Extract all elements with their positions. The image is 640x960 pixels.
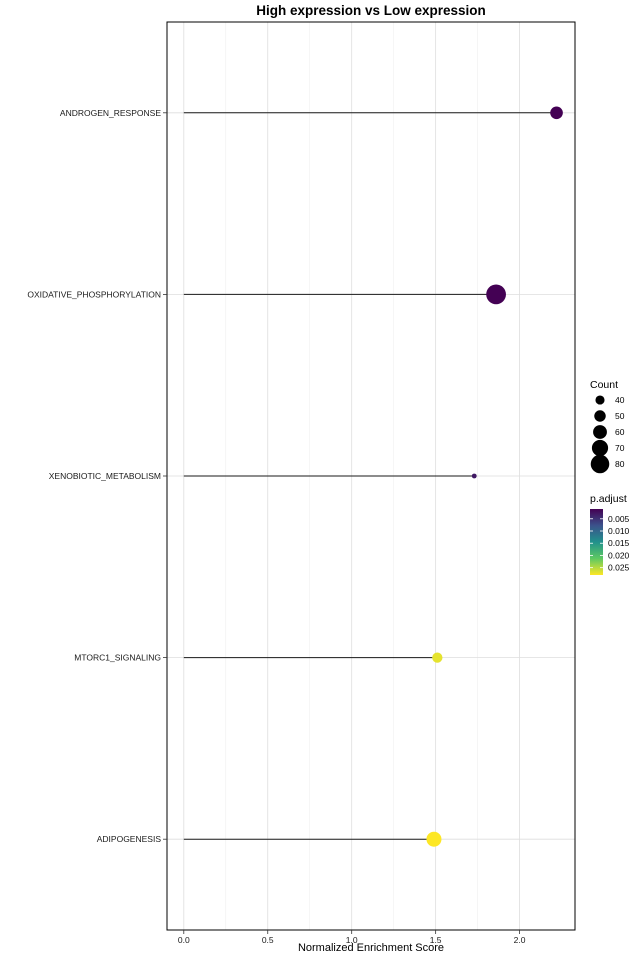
data-point [486,284,506,305]
count-legend-label: 70 [615,443,625,453]
padjust-legend-label: 0.015 [608,538,630,548]
padjust-legend-label: 0.025 [608,563,630,573]
y-tick-label: MTORC1_SIGNALING [74,653,161,663]
x-tick-label: 1.0 [346,935,358,945]
y-tick-label: XENOBIOTIC_METABOLISM [49,471,161,481]
count-legend-key [591,439,609,457]
padjust-legend-label: 0.010 [608,526,630,536]
count-legend-key [595,395,605,405]
y-axis: ANDROGEN_RESPONSE OXIDATIVE_PHOSPHORYLATI… [27,108,167,844]
chart-title: High expression vs Low expression [256,3,486,18]
padjust-legend: p.adjust 0.005 0.010 0.015 0.020 0.025 [590,493,630,575]
y-tick-label: ANDROGEN_RESPONSE [60,108,161,118]
count-legend-key [590,454,610,474]
data-point [471,473,477,479]
points [426,106,563,847]
x-tick-label: 0.0 [178,935,190,945]
count-legend-title: Count [590,379,618,391]
data-point [426,831,442,847]
stems [183,112,557,840]
data-point [550,106,563,120]
count-legend-label: 60 [615,427,625,437]
padjust-legend-label: 0.020 [608,550,630,560]
x-tick-label: 0.5 [262,935,274,945]
padjust-colorbar [590,509,603,575]
count-legend: Count 40 50 60 70 80 [590,379,625,474]
x-tick-label: 2.0 [514,935,526,945]
padjust-legend-title: p.adjust [590,493,627,505]
padjust-legend-label: 0.005 [608,514,630,524]
y-tick-label: ADIPOGENESIS [97,834,162,844]
x-axis-label: Normalized Enrichment Score [298,942,444,954]
count-legend-label: 50 [615,411,625,421]
x-tick-label: 1.5 [430,935,442,945]
y-tick-label: OXIDATIVE_PHOSPHORYLATION [27,289,161,299]
count-legend-key [594,410,606,422]
count-legend-label: 80 [615,459,625,469]
x-axis: 0.0 0.5 1.0 1.5 2.0 [178,930,526,945]
count-legend-key [593,425,607,439]
count-legend-label: 40 [615,395,625,405]
data-point [432,652,443,663]
